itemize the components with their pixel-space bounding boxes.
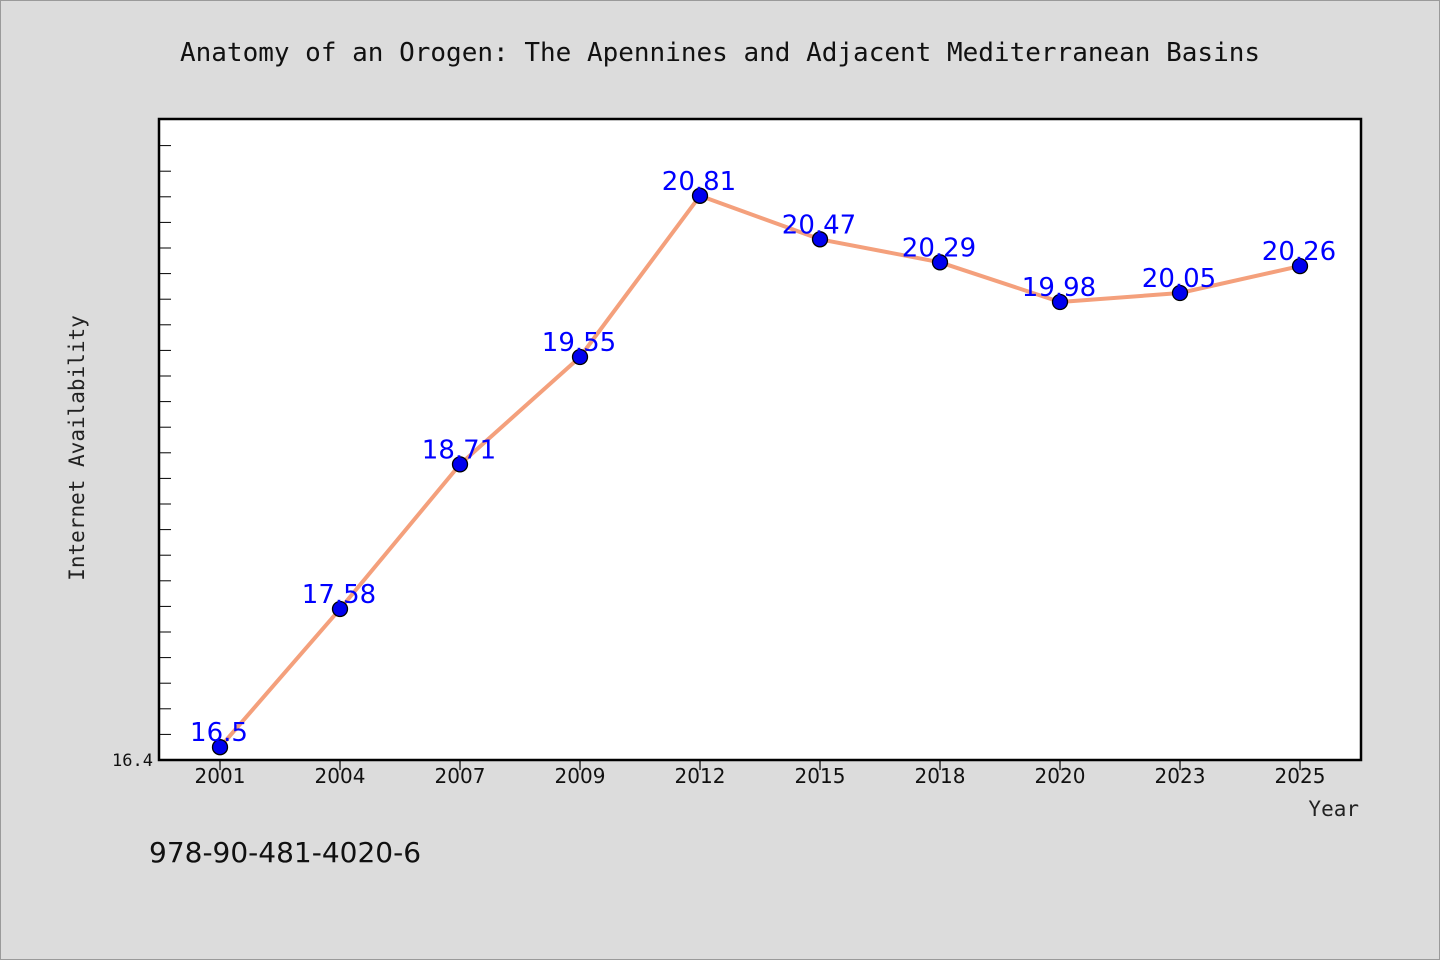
data-label: 19.98 [1022,273,1096,303]
data-label: 19.55 [542,328,616,358]
data-label: 20.81 [662,167,736,197]
x-tick-label: 2023 [1155,764,1206,788]
data-point [571,348,589,366]
data-point [211,739,229,756]
data-point [1291,257,1309,275]
data-label: 16.5 [190,718,248,748]
x-axis-label: Year [1308,797,1359,821]
x-axis-ticks: 2001 2004 2007 2009 2012 2015 2018 2020 2023 2025 [195,760,1326,788]
data-label: 17.58 [302,580,376,610]
data-label: 20.26 [1262,237,1336,267]
data-label: 18.71 [422,435,496,465]
y-axis-ticks [159,145,171,761]
data-label: 20.29 [902,233,976,263]
x-tick-label: 2012 [675,764,726,788]
data-label: 20.47 [782,210,856,240]
y-axis-label: Internet Availability [65,315,89,581]
data-point [331,600,349,618]
data-point [451,456,469,473]
data-point [1051,293,1069,311]
x-tick-label: 2009 [555,764,606,788]
x-tick-label: 2015 [795,764,846,788]
chart-title: Anatomy of an Orogen: The Apennines and … [180,38,1260,68]
x-tick-label: 2025 [1275,764,1326,788]
x-tick-label: 2007 [435,764,486,788]
y-tick-label: 16.4 [112,751,153,771]
x-tick-label: 2020 [1035,764,1086,788]
plot-area [157,117,1363,762]
x-tick-label: 2018 [915,764,966,788]
x-tick-label: 2001 [195,764,246,788]
x-tick-label: 2004 [315,764,366,788]
data-point [1171,284,1189,302]
data-point [691,187,709,204]
series-line [218,193,1301,749]
series-group: 16.5 17.58 18.71 19.55 20.81 20.47 20.29 19.98 2… [190,167,1336,756]
data-point [811,231,829,248]
data-label: 20.05 [1142,264,1216,294]
data-point [931,254,949,271]
isbn-footer: 978-90-481-4020-6 [149,836,421,869]
